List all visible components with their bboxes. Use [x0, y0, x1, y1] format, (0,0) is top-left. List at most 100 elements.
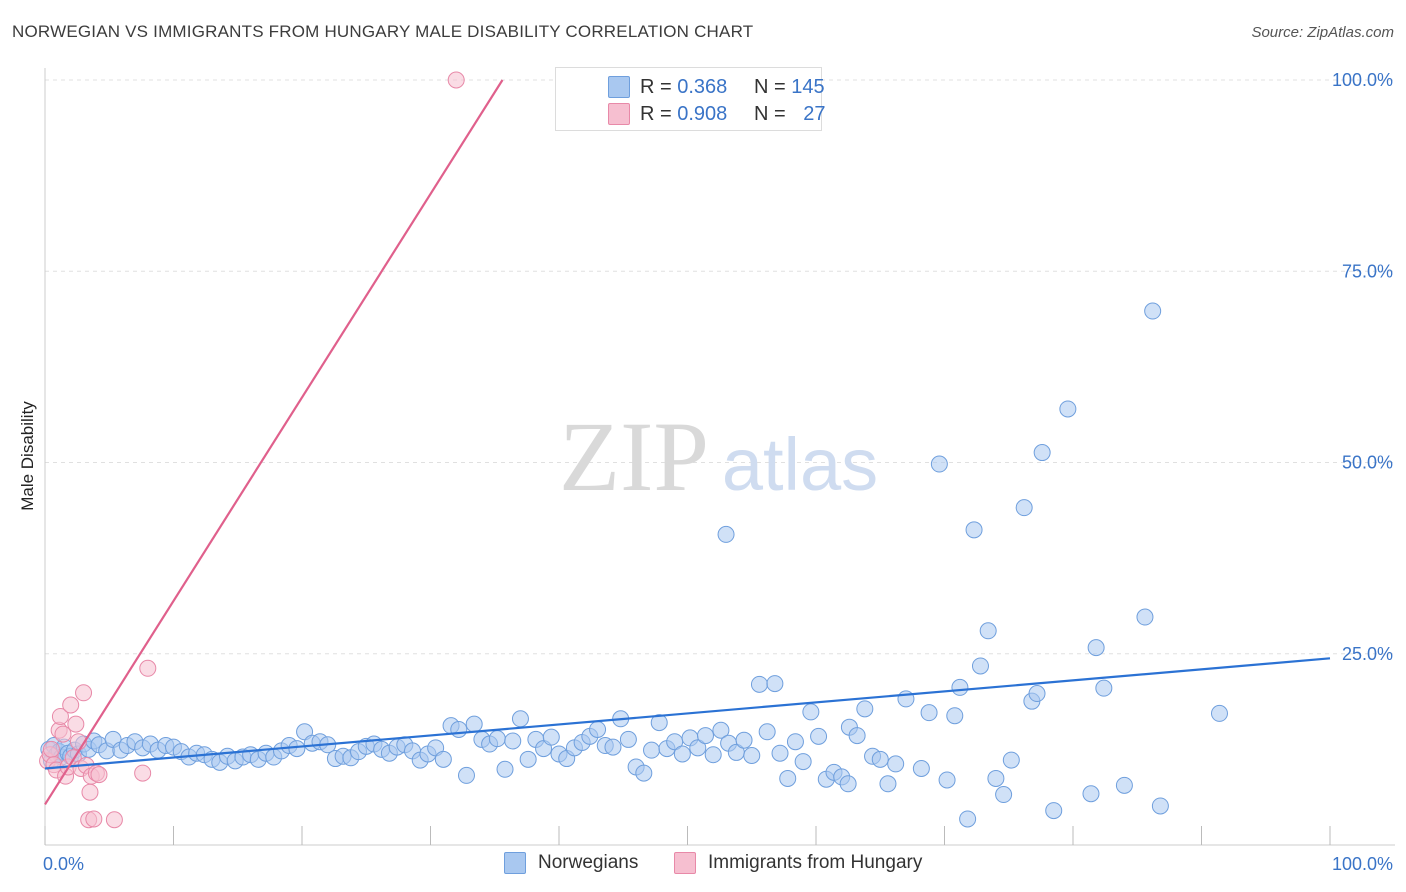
legend-label-hungary: Immigrants from Hungary: [708, 852, 923, 873]
norwegians-point: [450, 720, 468, 738]
correlation-legend: R = 0.368 N = 145 R = 0.908 N = 27: [555, 67, 826, 131]
norwegians-point: [1210, 704, 1228, 722]
tick-labels: 25.0% 50.0% 75.0% 100.0% 0.0% 100.0%: [43, 70, 1393, 874]
x-tick-label: 100.0%: [1332, 854, 1393, 874]
norwegians-point: [995, 786, 1013, 804]
norwegians-point: [959, 810, 977, 828]
legend-r-label: R =: [640, 75, 678, 98]
gridlines: [45, 79, 1395, 655]
norwegians-point: [810, 727, 828, 745]
norwegians-point: [779, 769, 797, 787]
norwegians-trend-line: [44, 657, 1331, 770]
hungary-point: [139, 659, 157, 677]
legend-swatch-hungary: [674, 852, 696, 874]
norwegians-point: [946, 707, 964, 725]
norwegians-point: [856, 700, 874, 718]
norwegians-point: [496, 760, 514, 778]
norwegians-point: [912, 760, 930, 777]
norwegians-point: [457, 766, 475, 784]
norwegians-point: [771, 744, 789, 762]
legend-swatch-norwegians: [504, 852, 526, 874]
norwegians-point: [802, 703, 820, 721]
y-tick-label: 25.0%: [1342, 644, 1393, 664]
norwegians-point: [1087, 639, 1105, 657]
norwegians-point: [511, 710, 529, 728]
norwegians-point: [696, 727, 714, 745]
norwegians-point: [604, 738, 622, 756]
legend-r-value-blue: 0.368: [677, 75, 728, 98]
norwegians-point: [1002, 751, 1020, 769]
hungary-trend-line: [44, 79, 504, 806]
norwegians-point: [951, 678, 969, 696]
norwegians-point: [1015, 499, 1033, 517]
legend-item-hungary[interactable]: Immigrants from Hungary: [674, 852, 922, 874]
norwegians-point: [1082, 785, 1100, 803]
legend-n-value-blue: 145: [791, 75, 825, 98]
norwegians-point: [735, 731, 753, 749]
norwegians-point: [1045, 802, 1063, 820]
norwegians-point: [650, 714, 668, 732]
norwegians-point: [488, 730, 506, 748]
y-tick-label: 75.0%: [1342, 261, 1393, 281]
norwegians-point: [848, 727, 866, 745]
norwegians-point: [839, 775, 857, 793]
norwegians-point: [930, 455, 948, 473]
norwegians-points: [40, 302, 1228, 828]
norwegians-point: [504, 732, 522, 750]
hungary-point: [75, 684, 93, 702]
norwegians-point: [750, 675, 768, 693]
norwegians-point: [1095, 679, 1113, 697]
norwegians-point: [887, 755, 905, 773]
norwegians-point: [971, 657, 989, 675]
norwegians-point: [794, 753, 812, 771]
legend-n-value-pink: 27: [803, 102, 826, 125]
norwegians-point: [704, 746, 722, 764]
axes: [44, 68, 1395, 846]
norwegians-point: [643, 741, 661, 759]
trend-lines: [44, 79, 1331, 806]
hungary-point: [134, 764, 152, 782]
legend-r-value-pink: 0.908: [677, 102, 728, 125]
norwegians-point: [635, 764, 653, 782]
norwegians-point: [1028, 685, 1046, 703]
chart-title: NORWEGIAN VS IMMIGRANTS FROM HUNGARY MAL…: [12, 22, 754, 41]
watermark-zip: ZIP: [559, 401, 709, 512]
norwegians-point: [519, 750, 537, 768]
norwegians-point: [1136, 608, 1154, 626]
y-tick-label: 100.0%: [1332, 70, 1393, 90]
legend-n-label: N =: [754, 75, 792, 98]
hungary-point: [90, 766, 108, 784]
norwegians-point: [712, 721, 730, 739]
norwegians-point: [879, 775, 897, 793]
norwegians-point: [786, 733, 804, 751]
x-tick-label: 0.0%: [43, 854, 84, 874]
hungary-point: [85, 810, 103, 828]
norwegians-point: [920, 704, 938, 722]
norwegians-point: [1059, 400, 1077, 418]
hungary-point: [51, 707, 69, 725]
norwegians-point: [542, 728, 560, 746]
norwegians-point: [619, 730, 637, 748]
hungary-point: [67, 715, 85, 733]
norwegians-point: [288, 740, 306, 758]
norwegians-point: [673, 745, 691, 763]
hungary-point: [42, 740, 60, 758]
legend-r-label: R =: [640, 102, 678, 125]
norwegians-point: [938, 771, 956, 789]
legend-item-norwegians[interactable]: Norwegians: [504, 852, 638, 874]
norwegians-point: [1144, 302, 1162, 320]
norwegians-point: [965, 521, 983, 539]
watermark: ZIP atlas: [559, 401, 878, 512]
norwegians-point: [987, 769, 1005, 787]
norwegians-point: [766, 675, 784, 693]
hungary-point: [62, 696, 80, 714]
norwegians-point: [758, 723, 776, 741]
watermark-atlas: atlas: [722, 423, 878, 506]
legend-n-label: N =: [754, 102, 792, 125]
norwegians-point: [979, 622, 997, 640]
norwegians-point: [1151, 797, 1169, 815]
norwegians-point: [689, 739, 707, 757]
hungary-point: [54, 725, 72, 743]
norwegians-point: [434, 750, 452, 768]
